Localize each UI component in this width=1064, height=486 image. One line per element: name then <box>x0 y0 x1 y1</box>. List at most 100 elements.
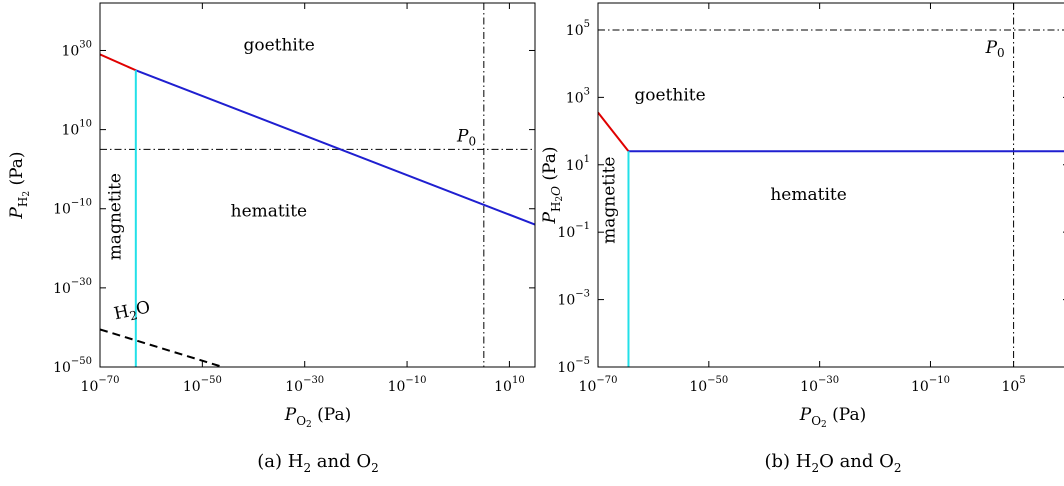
plot-frame <box>597 2 1064 368</box>
series-line-1 <box>135 69 535 226</box>
y-tick-label: 10−1 <box>557 221 590 241</box>
y-tick-base: 10 <box>53 202 71 218</box>
y-tick-exp: −50 <box>71 356 92 367</box>
y-tick-label: 103 <box>566 86 590 106</box>
y-axis-label: PH2O (Pa) <box>540 147 565 225</box>
x-tick-label: 10−10 <box>388 375 427 395</box>
plot-frame <box>99 2 536 368</box>
y-tick-base: 10 <box>61 123 79 139</box>
y-tick-exp: 3 <box>584 86 590 97</box>
h2o-main: H <box>112 302 131 325</box>
y-tick-base: 10 <box>557 293 575 309</box>
figure-caption: (a) H2 and O2 <box>257 451 379 475</box>
y-tick-base: 10 <box>566 158 584 174</box>
x-tick-base: 10 <box>285 379 303 395</box>
h2o-sub: 2 <box>128 308 138 323</box>
y-tick-label: 10−5 <box>557 356 590 376</box>
x-tick-label: 105 <box>1001 375 1025 395</box>
p0-label-main: P <box>985 38 998 58</box>
caption-tag: (b) <box>764 451 795 472</box>
y-tick-exp: −10 <box>71 198 92 209</box>
x-tick-base: 10 <box>1001 379 1019 395</box>
y-tick-base: 10 <box>61 43 79 59</box>
y-tick-label: 1030 <box>61 39 92 59</box>
x-tick-label: 10−50 <box>183 375 222 395</box>
y-axis-label-main: P <box>7 207 27 220</box>
y-axis-label-main: P <box>540 211 560 224</box>
x-axis-label-main: P <box>284 405 297 425</box>
caption-mid: and O <box>311 451 371 472</box>
x-tick-exp: −70 <box>98 375 119 386</box>
y-tick-exp: 30 <box>79 39 92 50</box>
y-tick-label: 105 <box>566 19 590 39</box>
x-tick-base: 10 <box>388 379 406 395</box>
y-axis-label-sub: H <box>549 202 563 212</box>
x-axis-label-unit: (Pa) <box>827 405 866 425</box>
figure-caption: (b) H2O and O2 <box>764 451 901 475</box>
p0-label-sub: 0 <box>997 46 1005 60</box>
region-label-magnetite: magnetite <box>105 173 125 260</box>
x-tick-exp: 5 <box>1019 375 1025 386</box>
x-tick-label: 10−70 <box>81 375 120 395</box>
x-axis-label-subsub: 2 <box>821 420 827 430</box>
caption-main: H <box>796 451 812 472</box>
y-axis-label-subtail: O <box>549 186 563 196</box>
y-tick-label: 10−3 <box>557 289 590 309</box>
x-tick-base: 10 <box>81 379 99 395</box>
x-tick-label: 10−30 <box>285 375 324 395</box>
region-label-hematite: hematite <box>770 185 846 205</box>
y-tick-base: 10 <box>557 360 575 376</box>
y-tick-exp: −5 <box>575 356 590 367</box>
x-tick-exp: −10 <box>929 375 950 386</box>
x-axis-label-subsub: 2 <box>306 420 312 430</box>
series-line-0 <box>598 111 630 152</box>
x-tick-base: 10 <box>183 379 201 395</box>
region-label-goethite: goethite <box>634 86 705 106</box>
x-tick-base: 10 <box>800 379 818 395</box>
y-tick-base: 10 <box>566 23 584 39</box>
region-label-magnetite: magnetite <box>600 157 620 244</box>
y-tick-base: 10 <box>53 360 71 376</box>
caption-tag: (a) <box>257 451 288 472</box>
x-tick-label: 10−50 <box>689 375 728 395</box>
y-tick-label: 101 <box>566 154 590 174</box>
y-axis-label-subsub: 2 <box>22 191 32 197</box>
x-axis-label-main: P <box>799 405 812 425</box>
x-tick-label: 10−30 <box>800 375 839 395</box>
y-tick-exp: 5 <box>584 19 590 30</box>
y-tick-label: 10−30 <box>53 277 92 297</box>
y-axis-label-unit: (Pa) <box>7 151 27 190</box>
y-tick-exp: −1 <box>575 221 590 232</box>
region-label-hematite: hematite <box>231 202 307 222</box>
x-axis-label-unit: (Pa) <box>312 405 351 425</box>
x-axis-label: PO2 (Pa) <box>284 405 352 430</box>
x-tick-base: 10 <box>579 379 597 395</box>
y-tick-base: 10 <box>557 225 575 241</box>
y-axis-label-subsub: 2 <box>555 196 565 202</box>
y-tick-label: 10−10 <box>53 198 92 218</box>
x-axis-label-sub: O <box>811 414 821 428</box>
x-axis-label-sub: O <box>296 414 306 428</box>
x-tick-exp: −30 <box>818 375 839 386</box>
x-tick-exp: 10 <box>512 375 525 386</box>
y-tick-exp: −3 <box>575 289 590 300</box>
y-tick-label: 1010 <box>61 119 92 139</box>
caption-sub2: 2 <box>371 461 379 475</box>
p0-label: P0 <box>456 126 476 148</box>
caption-sub: 2 <box>811 461 819 475</box>
y-tick-base: 10 <box>53 281 71 297</box>
y-tick-exp: 10 <box>79 119 92 130</box>
x-tick-label: 1010 <box>494 375 525 395</box>
series-line-3 <box>100 328 224 367</box>
y-tick-exp: 1 <box>584 154 590 165</box>
caption-sub2: 2 <box>894 461 902 475</box>
x-tick-exp: −70 <box>596 375 617 386</box>
x-tick-base: 10 <box>689 379 707 395</box>
x-axis-label: PO2 (Pa) <box>799 405 867 430</box>
p0-label: P0 <box>985 38 1005 60</box>
caption-mid: O and O <box>819 451 894 472</box>
x-tick-exp: −10 <box>405 375 426 386</box>
caption-sub: 2 <box>303 461 311 475</box>
